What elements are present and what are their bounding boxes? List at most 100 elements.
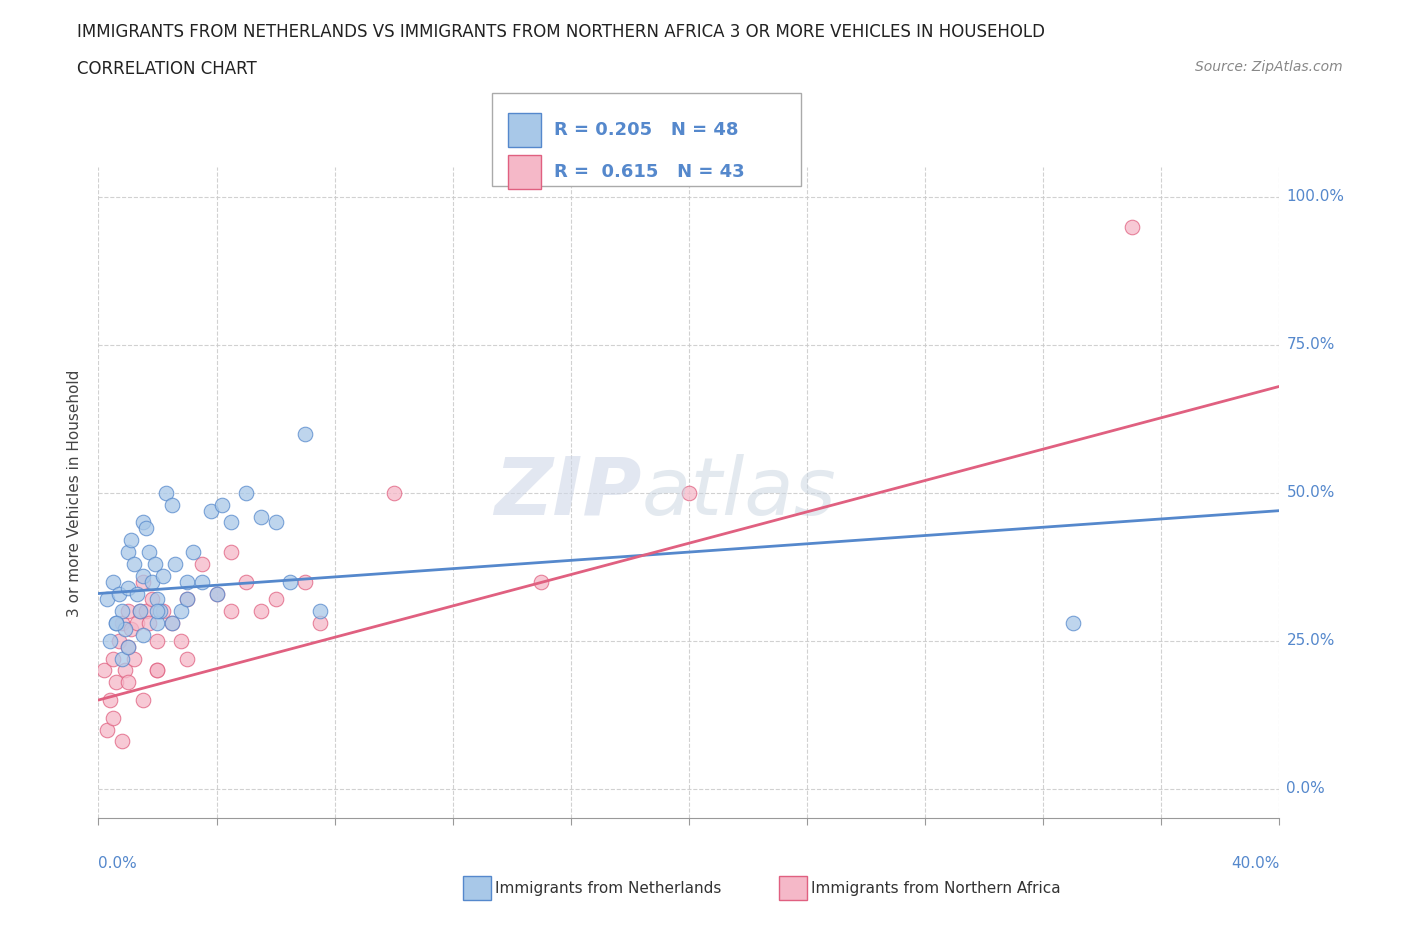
Point <box>162 616 183 631</box>
Text: 40.0%: 40.0% <box>1232 856 1279 870</box>
Text: Immigrants from Northern Africa: Immigrants from Northern Africa <box>811 881 1062 896</box>
Point <box>155 485 177 500</box>
Point <box>530 574 553 589</box>
Point <box>117 639 139 654</box>
Text: IMMIGRANTS FROM NETHERLANDS VS IMMIGRANTS FROM NORTHERN AFRICA 3 OR MORE VEHICLE: IMMIGRANTS FROM NETHERLANDS VS IMMIGRANT… <box>77 23 1045 41</box>
Point <box>103 651 125 666</box>
Point <box>309 616 332 631</box>
Point <box>143 556 166 571</box>
Point <box>111 604 134 618</box>
Text: atlas: atlas <box>641 454 837 532</box>
Point <box>93 663 115 678</box>
Point <box>117 675 139 690</box>
Point <box>135 604 157 618</box>
Point <box>111 651 134 666</box>
Point <box>128 604 150 618</box>
Point <box>132 568 155 583</box>
Point <box>105 616 128 631</box>
Point <box>146 604 169 618</box>
Point <box>219 545 243 560</box>
Point <box>125 616 148 631</box>
Text: 0.0%: 0.0% <box>98 856 138 870</box>
Point <box>98 693 121 708</box>
Point <box>105 675 128 690</box>
Point <box>250 604 273 618</box>
Point <box>128 604 150 618</box>
Point <box>294 574 316 589</box>
Point <box>1121 219 1143 234</box>
Point <box>165 556 187 571</box>
Point <box>146 663 169 678</box>
Point <box>191 574 214 589</box>
Point <box>170 633 193 648</box>
Point <box>176 592 198 607</box>
Point <box>125 586 148 601</box>
Point <box>1062 616 1084 631</box>
Point <box>138 545 160 560</box>
Point <box>278 574 302 589</box>
Text: CORRELATION CHART: CORRELATION CHART <box>77 60 257 78</box>
Text: R = 0.205   N = 48: R = 0.205 N = 48 <box>554 121 738 140</box>
Point <box>135 521 157 536</box>
Point <box>146 663 169 678</box>
Point <box>219 515 243 530</box>
Point <box>250 509 273 524</box>
Point <box>103 574 125 589</box>
Point <box>146 616 169 631</box>
Point <box>117 639 139 654</box>
Point <box>122 651 145 666</box>
Point <box>132 628 155 643</box>
Point <box>149 604 172 618</box>
Point <box>176 574 198 589</box>
Text: R =  0.615   N = 43: R = 0.615 N = 43 <box>554 163 745 181</box>
Point <box>678 485 700 500</box>
Text: 0.0%: 0.0% <box>1286 781 1326 796</box>
Point <box>114 621 136 636</box>
Point <box>117 604 139 618</box>
Point <box>103 711 125 725</box>
Point <box>138 616 160 631</box>
Point <box>211 498 233 512</box>
Text: ZIP: ZIP <box>495 454 641 532</box>
Point <box>264 592 287 607</box>
Point <box>117 545 139 560</box>
Point <box>181 545 204 560</box>
Point <box>162 616 183 631</box>
Point <box>152 568 174 583</box>
Text: 100.0%: 100.0% <box>1286 190 1344 205</box>
Point <box>122 556 145 571</box>
Point <box>176 592 198 607</box>
Point <box>120 621 142 636</box>
Point <box>114 663 136 678</box>
Y-axis label: 3 or more Vehicles in Household: 3 or more Vehicles in Household <box>67 369 83 617</box>
Point <box>146 592 169 607</box>
Point <box>146 633 169 648</box>
Point <box>132 574 155 589</box>
Text: Source: ZipAtlas.com: Source: ZipAtlas.com <box>1195 60 1343 74</box>
Point <box>96 592 118 607</box>
Point <box>141 574 163 589</box>
Point <box>120 533 142 548</box>
Point <box>117 580 139 595</box>
Point <box>111 616 134 631</box>
Point <box>219 604 243 618</box>
Point <box>152 604 174 618</box>
Point <box>105 616 128 631</box>
Point <box>235 485 257 500</box>
Point <box>98 633 121 648</box>
Point <box>162 498 183 512</box>
Point <box>141 592 163 607</box>
Text: 25.0%: 25.0% <box>1286 633 1334 648</box>
Text: Immigrants from Netherlands: Immigrants from Netherlands <box>495 881 721 896</box>
Point <box>111 734 134 749</box>
Point <box>132 515 155 530</box>
Point <box>96 723 118 737</box>
Point <box>294 426 316 441</box>
Point <box>170 604 193 618</box>
Point <box>176 651 198 666</box>
Text: 75.0%: 75.0% <box>1286 338 1334 352</box>
Point <box>264 515 287 530</box>
Point <box>108 586 131 601</box>
Point <box>200 503 222 518</box>
Point <box>205 586 228 601</box>
